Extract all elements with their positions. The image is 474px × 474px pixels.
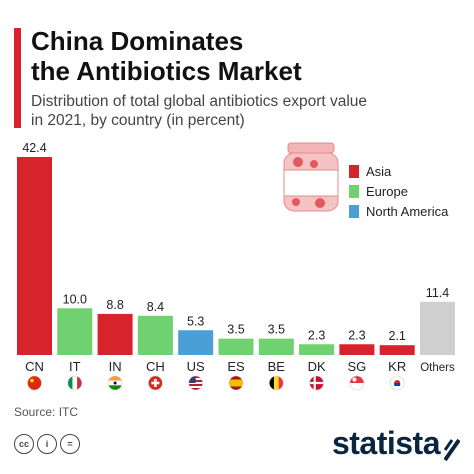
- category-label: DK: [308, 359, 326, 374]
- bar: [420, 301, 455, 355]
- category-label: Others: [420, 362, 455, 374]
- chart-legend: Asia Europe North America: [349, 164, 449, 219]
- singapore-flag-icon: [349, 375, 365, 391]
- pill-bottle-icon: [283, 142, 339, 212]
- legend-swatch: [349, 185, 359, 198]
- bar-value-label: 10.0: [63, 292, 87, 306]
- bar-value-label: 2.3: [308, 328, 325, 342]
- chart-title-line: China Dominates: [31, 26, 244, 56]
- switzerland-flag-icon: [148, 375, 163, 391]
- bar: [17, 157, 52, 355]
- category-label: SG: [348, 359, 367, 374]
- bar-value-label: 2.1: [389, 329, 406, 343]
- license-icons: cc i =: [14, 434, 80, 454]
- bar: [97, 313, 133, 355]
- legend-label: Asia: [366, 164, 392, 179]
- category-label: IN: [109, 359, 122, 374]
- brand-name: statista: [331, 425, 441, 461]
- category-label: ES: [227, 359, 245, 374]
- statista-mark-icon: [444, 438, 460, 462]
- china-flag-icon: [27, 375, 42, 391]
- attribution-icon[interactable]: i: [37, 434, 57, 454]
- statista-logo[interactable]: statista: [331, 425, 441, 462]
- bar-value-label: 3.5: [268, 323, 285, 337]
- category-label: KR: [388, 359, 406, 374]
- bar: [379, 345, 415, 355]
- bar: [218, 338, 254, 355]
- bar: [57, 308, 93, 355]
- legend-swatch: [349, 165, 359, 178]
- chart-title-line: the Antibiotics Market: [31, 56, 302, 86]
- source-note: Source: ITC: [14, 405, 79, 419]
- chart-title: China Dominates the Antibiotics Market: [31, 26, 461, 86]
- bar: [178, 330, 214, 355]
- category-label: CH: [146, 359, 165, 374]
- bar-value-label: 8.4: [147, 300, 164, 314]
- category-label: BE: [268, 359, 286, 374]
- category-label: US: [187, 359, 205, 374]
- italy-flag-icon: [67, 375, 83, 391]
- bars: 42.4 CN 10.0 IT 8.8 IN 8.4 CH 5.3 US 3.5 ES 3.5 BE 2.3…: [17, 141, 455, 391]
- bar: [339, 344, 375, 355]
- chart-subtitle: Distribution of total global antibiotics…: [31, 92, 461, 130]
- bar-value-label: 42.4: [22, 141, 46, 155]
- bar-value-label: 11.4: [426, 286, 449, 300]
- legend-swatch: [349, 205, 359, 218]
- belgium-flag-icon: [268, 375, 284, 391]
- south-korea-flag-icon: [389, 375, 405, 391]
- bar: [299, 344, 335, 355]
- category-label: IT: [69, 359, 81, 374]
- bar-value-label: 3.5: [227, 323, 244, 337]
- bar-value-label: 2.3: [348, 328, 365, 342]
- cc-icon[interactable]: cc: [14, 434, 34, 454]
- denmark-flag-icon: [309, 375, 324, 391]
- bar: [258, 338, 294, 355]
- bar-value-label: 8.8: [106, 298, 123, 312]
- bar-value-label: 5.3: [187, 314, 204, 328]
- no-derivatives-icon[interactable]: =: [60, 434, 80, 454]
- spain-flag-icon: [228, 375, 244, 391]
- title-accent-bar: [14, 28, 21, 128]
- legend-label: North America: [366, 204, 449, 219]
- bar: [137, 315, 173, 355]
- chart-subtitle-line: Distribution of total global antibiotics…: [31, 93, 368, 110]
- chart-subtitle-line: in 2021, by country (in percent): [31, 112, 245, 129]
- category-label: CN: [25, 359, 44, 374]
- india-flag-icon: [107, 375, 123, 391]
- legend-label: Europe: [366, 184, 408, 199]
- usa-flag-icon: [188, 375, 203, 391]
